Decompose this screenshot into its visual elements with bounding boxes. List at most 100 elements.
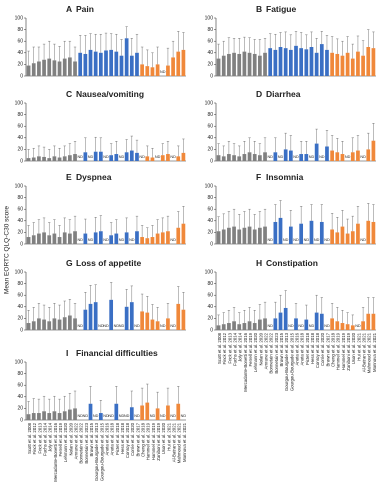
bar [83,152,88,161]
bar [252,323,257,330]
bar [273,49,278,76]
bar [232,52,236,76]
x-tick-label: Gourgou-Bourgade et al. 2013 [94,422,99,481]
nd-label: ND [103,414,109,418]
y-tick-label: 40 [17,218,23,224]
bar [283,149,288,161]
nd-label: ND [124,414,130,418]
bar [263,226,267,244]
bar [68,233,72,244]
bar [52,156,57,161]
bar [52,60,57,76]
bar [37,156,41,161]
bar [247,152,252,161]
y-tick-label: 0 [210,241,213,247]
y-tick-label: 20 [17,62,23,68]
x-tick-label: Mannova et al. 2021 [182,422,187,462]
bar [135,52,139,76]
bar [68,409,72,420]
panel-title: Financial difficulties [76,348,158,358]
bar [273,318,278,330]
bar [232,321,236,330]
bar [181,152,186,161]
nd-label: ND [267,324,273,328]
bar [216,325,221,330]
y-tick-label: 40 [207,304,213,310]
bar [350,325,355,330]
nd-label: ND [108,414,114,418]
bar [31,157,36,161]
bar [278,312,283,330]
x-tick-label: Bonnetain et al. 2022 [79,422,84,463]
panel-letter: D [256,89,262,99]
bar [129,302,134,330]
bar [37,233,41,244]
y-tick-label: 100 [15,100,24,106]
x-tick-label: Scott et al. 2008 [27,422,32,454]
bar [242,323,247,330]
y-tick-label: 100 [205,183,214,189]
bar [345,233,350,244]
bar [237,324,242,330]
x-tick-label: Gourgou-Bourgade et al. 2015 [99,422,104,481]
y-tick-label: 100 [15,269,24,275]
bar [166,405,170,420]
bar [129,55,134,76]
bar [319,313,324,330]
x-tick-label: Pictet et al. 2018 [305,332,310,365]
bar [52,233,57,244]
bar [361,321,365,330]
bar [73,318,77,330]
nd-label: ND [160,414,166,418]
nd-label: ND [170,238,176,242]
bar [68,315,72,330]
bar [62,58,67,76]
bar [278,217,283,244]
x-tick-label: Hess et al. 2018 [120,422,125,454]
bar [31,413,36,420]
bar [93,51,98,76]
bar [227,154,231,161]
bar [247,321,252,330]
nd-label: ND [314,238,320,242]
bar [345,52,350,76]
bar [140,237,144,244]
bar [145,402,150,420]
y-tick-label: 80 [207,27,213,33]
bar [109,299,114,330]
nd-label: ND [129,238,135,242]
y-tick-label: 60 [17,383,23,389]
nd-label: ND [103,155,109,159]
nd-label: ND [267,238,273,242]
bar [47,158,52,161]
x-tick-label: Frick et al. 2013 [227,332,232,363]
x-tick-label: Amrane et al. 2022 [73,422,78,459]
bar [124,232,129,244]
bar [216,231,221,244]
bar [78,52,83,76]
bar [57,157,62,161]
nd-label: ND [288,324,294,328]
bar [309,47,314,76]
y-tick-label: 80 [17,112,23,118]
nd-label: ND [98,324,104,328]
bar [26,237,31,244]
bar [263,152,267,161]
bar [93,151,98,161]
bar [26,158,31,161]
bar [52,411,57,420]
bar [62,317,67,330]
bar [166,154,170,161]
bar [166,231,170,244]
x-tick-label: Anota et al. 2016 [294,332,299,365]
x-tick-label: Frick et al. 2013 [37,422,42,453]
y-tick-label: 20 [207,62,213,68]
bar [114,51,119,76]
bar [31,321,36,330]
bar [232,226,236,244]
x-tick-label: Anota et al. 2018 [110,422,115,455]
nd-label: ND [170,324,176,328]
x-tick-label: Brown et al. 2015 [279,332,284,366]
bar [140,64,144,76]
x-tick-label: Joly et al. 2014 [48,422,53,452]
